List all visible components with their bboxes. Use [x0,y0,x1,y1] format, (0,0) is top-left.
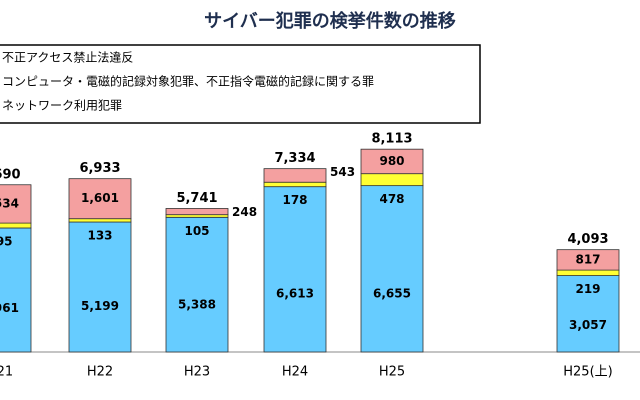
value-label: 195 [0,234,13,248]
bar-segment [360,185,424,353]
bar-segment [165,216,229,353]
value-label: 1,601 [81,191,119,205]
value-label: 248 [232,205,257,219]
value-label: 478 [379,192,404,206]
total-label: 6,933 [79,161,120,176]
bar-segment [556,249,620,271]
bar-segment [263,168,327,183]
total-label: 7,334 [274,151,315,166]
x-tick-label: H22 [87,365,113,380]
value-label: 6,613 [276,287,314,301]
bar-segment [0,222,32,229]
total-label: 5,741 [176,191,217,206]
legend-label: コンピュータ・電磁的記録対象犯罪、不正指令電磁的記録に関する罪 [2,74,374,89]
x-tick-label: H25 [379,365,405,380]
value-label: 980 [379,154,404,168]
value-label: 5,388 [178,297,216,311]
legend: 不正アクセス禁止法違反コンピュータ・電磁的記録対象犯罪、不正指令電磁的記録に関す… [2,51,374,113]
bar-segment [263,181,327,188]
total-label: 6,690 [0,167,21,182]
value-label: 3,057 [569,318,607,332]
bar-segment [68,218,132,223]
bar-segment [68,178,132,220]
bar-segment [360,173,424,187]
total-label: 4,093 [567,232,608,247]
value-label: 1,534 [0,196,19,210]
value-label: 5,199 [81,299,119,313]
bar-segment [360,148,424,175]
x-tick-label: H21 [0,365,13,380]
bar-segment [556,269,620,276]
total-label: 8,113 [371,132,412,147]
bar-segment [165,208,229,216]
x-tick-label: H23 [184,365,210,380]
bar-segment [0,184,32,224]
value-label: 219 [575,282,600,296]
value-label: 105 [184,224,209,238]
bar-segment [0,227,32,353]
bar-segment [556,275,620,353]
bar-segment [68,221,132,353]
value-label: 6,655 [373,286,411,300]
chart-title: サイバー犯罪の検挙件数の推移 [204,10,456,32]
legend-box [0,44,481,124]
value-label: 817 [575,252,600,266]
value-label: 4,961 [0,301,19,315]
value-label: 543 [330,165,355,179]
legend-label: ネットワーク利用犯罪 [2,99,122,113]
value-label: 178 [282,193,307,207]
bar-segment [263,186,327,353]
value-label: 133 [87,229,112,243]
x-tick-label: H25(上) [563,365,612,380]
legend-label: 不正アクセス禁止法違反 [2,51,133,65]
x-tick-label: H24 [282,365,308,380]
